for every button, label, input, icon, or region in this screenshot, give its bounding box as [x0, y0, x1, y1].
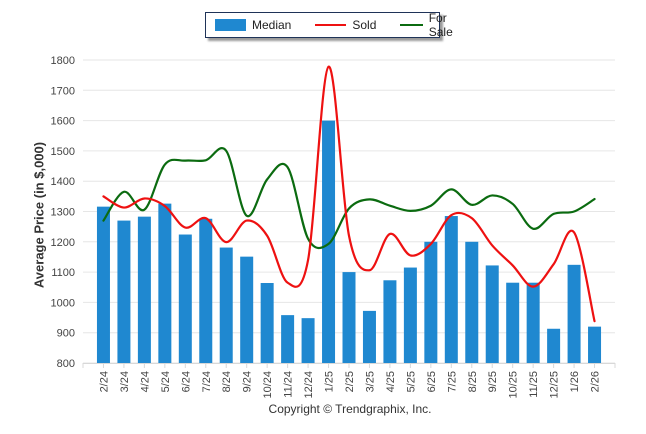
median-bar[interactable]	[199, 218, 213, 363]
median-bar[interactable]	[567, 264, 581, 363]
median-bar[interactable]	[465, 241, 479, 363]
y-tick-label: 1200	[51, 237, 75, 249]
x-tick-label: 10/25	[508, 371, 520, 399]
median-bar[interactable]	[301, 318, 315, 363]
x-tick-label: 6/25	[426, 371, 438, 392]
y-tick-label: 1600	[51, 116, 75, 128]
x-tick-label: 1/25	[324, 371, 336, 392]
median-bar[interactable]	[96, 206, 110, 363]
x-tick-label: 3/25	[364, 371, 376, 392]
series-lines	[102, 65, 596, 323]
y-tick-label: 900	[57, 328, 75, 340]
median-bar[interactable]	[506, 282, 520, 363]
median-bar[interactable]	[526, 282, 540, 363]
median-bar[interactable]	[362, 310, 376, 363]
y-tick-label: 1500	[51, 146, 75, 158]
legend-label-sold: Sold	[352, 18, 377, 32]
for-sale-line-icon	[400, 24, 423, 26]
median-bar[interactable]	[178, 234, 192, 363]
legend-item-sold[interactable]: Sold	[301, 18, 376, 32]
sold-line[interactable]	[102, 65, 596, 323]
median-bar[interactable]	[342, 272, 356, 363]
x-tick-label: 12/25	[549, 371, 561, 399]
x-tick-label: 2/25	[344, 371, 356, 392]
median-bars	[96, 120, 602, 363]
y-tick-label: 1700	[51, 85, 75, 97]
y-tick-label: 1000	[51, 297, 75, 309]
median-bar[interactable]	[219, 247, 233, 363]
sold-line-icon	[315, 24, 347, 26]
x-tick-label: 12/24	[303, 371, 315, 399]
x-tick-label: 3/24	[119, 371, 131, 392]
median-swatch-icon	[215, 19, 246, 31]
median-bar[interactable]	[547, 328, 561, 363]
legend-label-median: Median	[252, 18, 292, 32]
y-axis-ticks: 800 900 1000 1100 1200 1300 1400 1500 1600 1700 18…	[51, 55, 75, 370]
x-tick-label: 7/25	[446, 371, 458, 392]
x-tick-label: 5/24	[160, 371, 172, 392]
chart-legend: Median Sold For Sale	[205, 11, 453, 39]
median-bar[interactable]	[444, 216, 458, 363]
x-tick-label: 5/25	[405, 371, 417, 392]
y-tick-label: 1300	[51, 207, 75, 219]
x-tick-label: 8/25	[467, 371, 479, 392]
copyright-text: Copyright © Trendgraphix, Inc.	[268, 402, 432, 416]
x-tick-label: 11/24	[283, 371, 295, 398]
x-tick-label: 4/24	[139, 371, 151, 392]
x-tick-label: 9/25	[487, 371, 499, 392]
x-tick-label: 1/26	[569, 371, 581, 392]
median-bar[interactable]	[383, 280, 397, 363]
x-tick-label: 6/24	[180, 371, 192, 392]
y-tick-label: 1400	[51, 176, 75, 188]
for-sale-line[interactable]	[102, 147, 596, 250]
legend-item-median[interactable]: Median	[215, 18, 291, 32]
legend-label-for-sale: For Sale	[428, 11, 453, 39]
median-bar[interactable]	[424, 241, 438, 363]
x-tick-label: 10/24	[262, 371, 274, 399]
median-bar[interactable]	[260, 283, 274, 363]
x-tick-label: 9/24	[242, 371, 254, 392]
median-bar[interactable]	[588, 326, 602, 363]
median-bar[interactable]	[403, 267, 417, 363]
x-tick-label: 11/25	[528, 371, 540, 398]
median-bar[interactable]	[240, 256, 254, 363]
median-bar[interactable]	[117, 220, 131, 363]
x-tick-label: 8/24	[221, 371, 233, 392]
median-bar[interactable]	[281, 315, 295, 363]
y-tick-label: 800	[57, 358, 75, 370]
median-bar[interactable]	[137, 216, 151, 363]
median-bar[interactable]	[322, 120, 336, 363]
median-bar[interactable]	[158, 203, 172, 363]
y-axis-title: Average Price (in $,000)	[31, 141, 47, 289]
x-tick-label: 7/24	[201, 371, 213, 392]
x-axis: 2/24 3/24 4/24 5/24 6/24 7/24 8/24 9/24 10/24 11/…	[82, 363, 616, 399]
y-tick-label: 1800	[51, 55, 75, 67]
y-tick-label: 1100	[51, 267, 75, 279]
x-tick-label: 2/26	[590, 371, 602, 392]
x-tick-label: 2/24	[98, 371, 110, 392]
x-tick-label: 4/25	[385, 371, 397, 392]
legend-item-for-sale[interactable]: For Sale	[386, 11, 461, 39]
median-bar[interactable]	[485, 265, 499, 363]
